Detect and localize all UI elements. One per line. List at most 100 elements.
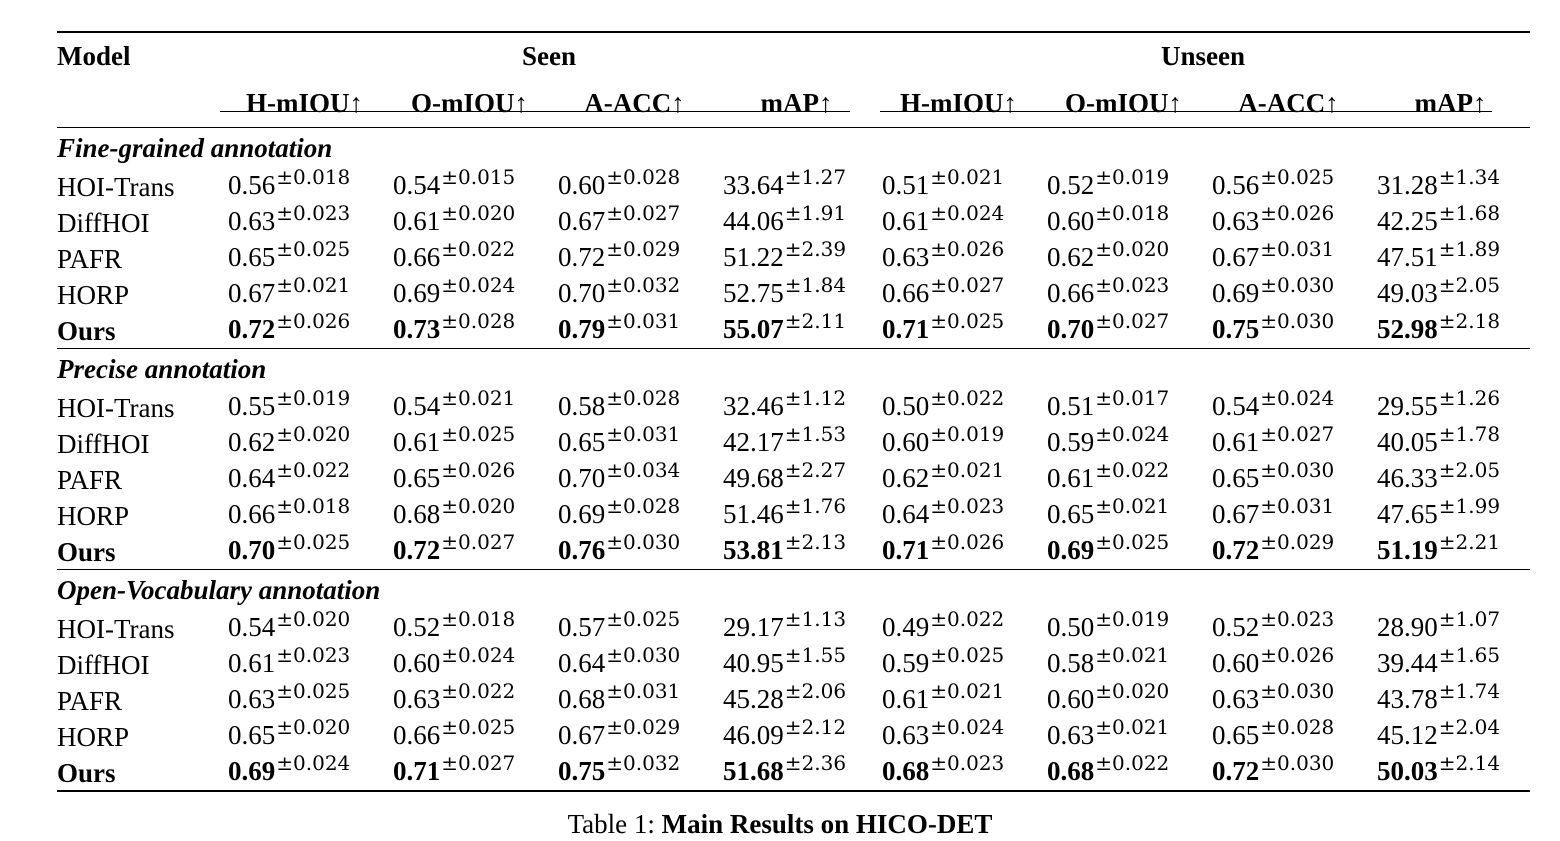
table-row: PAFR 0.64±0.022 0.65±0.026 0.70±0.034 49.68±… [57, 458, 1530, 497]
metric-std: ±0.031 [1260, 237, 1335, 261]
metric-value: 29.55 [1377, 391, 1438, 421]
metric-std: ±0.025 [276, 237, 351, 261]
metric-std: ±0.025 [930, 309, 1005, 333]
metric-cell: 51.46±1.76 [717, 494, 876, 533]
model-name: PAFR [57, 686, 123, 716]
metric-cell: 0.64±0.030 [552, 643, 717, 682]
metric-value: 0.67 [558, 720, 606, 750]
metric-value: 0.62 [1047, 242, 1095, 272]
metric-cell: 0.67±0.029 [552, 715, 717, 754]
metric-value: 0.63 [228, 684, 276, 714]
metric-cell: 0.49±0.022 [876, 607, 1041, 646]
metric-std: ±0.018 [276, 165, 351, 189]
metric-std: ±2.36 [784, 751, 847, 775]
metric-value: 0.61 [1047, 463, 1095, 493]
metric-value: 42.25 [1377, 206, 1438, 236]
metric-value: 0.68 [882, 756, 930, 786]
metric-cell: 0.50±0.019 [1041, 607, 1206, 646]
metric-cell: 0.66±0.023 [1041, 273, 1206, 312]
metric-value: 0.66 [1047, 278, 1095, 308]
metric-value: 55.07 [723, 314, 784, 344]
metric-value: 0.65 [228, 242, 276, 272]
model-name: Ours [57, 754, 222, 792]
metric-value: 0.57 [558, 612, 606, 642]
section-header-row: Precise annotation [57, 348, 1531, 389]
metric-value: 0.67 [1212, 499, 1260, 529]
metric-value: 0.65 [558, 427, 606, 457]
metric-value: 0.68 [1047, 756, 1095, 786]
metric-std: ±0.019 [1095, 607, 1170, 631]
metric-std: ±0.024 [1095, 422, 1170, 446]
metric-std: ±0.027 [606, 201, 681, 225]
metric-std: ±0.025 [276, 530, 351, 554]
section-header-row: Open-Vocabulary annotation [57, 569, 1531, 610]
metric-cell: 0.67±0.027 [552, 201, 717, 240]
table-row: HORP 0.66±0.018 0.68±0.020 0.69±0.028 51.46±… [57, 494, 1530, 533]
metric-value: 0.60 [882, 427, 930, 457]
table-row: Ours 0.72±0.026 0.73±0.028 0.79±0.031 55.07±… [57, 309, 1530, 349]
metric-header-row: H-mIOU↑ O-mIOU↑ A-ACC↑ mAP↑ H-mIOU↑ O-mIOU↑ A-… [57, 79, 1531, 128]
metric-cell: 49.68±2.27 [717, 458, 876, 497]
metric-std: ±0.026 [276, 309, 351, 333]
metric-cell: 47.65±1.99 [1371, 494, 1530, 533]
metric-std: ±0.023 [930, 751, 1005, 775]
metric-cell: 0.63±0.022 [387, 679, 552, 718]
metric-cell: 0.66±0.018 [222, 494, 387, 533]
metric-cell: 39.44±1.65 [1371, 643, 1530, 682]
metric-cell: 0.67±0.031 [1206, 494, 1371, 533]
metric-value: 46.33 [1377, 463, 1438, 493]
metric-cell: 0.54±0.015 [387, 165, 552, 204]
metric-cell: 0.70±0.027 [1041, 309, 1206, 349]
metric-value: 0.65 [1212, 463, 1260, 493]
metric-value: 0.54 [228, 612, 276, 642]
metric-cell: 0.72±0.029 [1206, 530, 1371, 570]
header-unseen-metric-0: H-mIOU↑ [876, 79, 1041, 128]
metric-cell: 0.69±0.024 [222, 751, 387, 792]
metric-std: ±0.031 [606, 679, 681, 703]
metric-std: ±1.68 [1438, 201, 1501, 225]
metric-std: ±1.65 [1438, 643, 1501, 667]
metric-std: ±0.026 [1260, 643, 1335, 667]
metric-std: ±0.028 [1260, 715, 1335, 739]
metric-cell: 0.66±0.025 [387, 715, 552, 754]
metric-std: ±1.76 [784, 494, 847, 518]
metric-std: ±0.027 [441, 530, 516, 554]
metric-cell: 0.65±0.031 [552, 422, 717, 461]
metric-value: 51.68 [723, 756, 784, 786]
metric-cell: 0.58±0.028 [552, 386, 717, 425]
metric-cell: 0.54±0.021 [387, 386, 552, 425]
metric-cell: 29.55±1.26 [1371, 386, 1530, 425]
metric-value: 0.76 [558, 535, 606, 565]
metric-value: 0.63 [882, 720, 930, 750]
metric-value: 0.66 [228, 499, 276, 529]
metric-cell: 40.05±1.78 [1371, 422, 1530, 461]
metric-cell: 0.75±0.030 [1206, 309, 1371, 349]
metric-std: ±0.023 [930, 494, 1005, 518]
metric-value: 0.69 [1212, 278, 1260, 308]
metric-value: 0.56 [1212, 170, 1260, 200]
table-row: HORP 0.65±0.020 0.66±0.025 0.67±0.029 46.09±… [57, 715, 1530, 754]
metric-value: 49.03 [1377, 278, 1438, 308]
metric-value: 0.50 [1047, 612, 1095, 642]
metric-std: ±0.021 [930, 679, 1005, 703]
metric-cell: 0.61±0.022 [1041, 458, 1206, 497]
metric-cell: 0.72±0.026 [222, 309, 387, 349]
metric-value: 0.59 [1047, 427, 1095, 457]
metric-std: ±0.021 [441, 386, 516, 410]
model-name: PAFR [57, 244, 123, 274]
metric-value: 0.54 [393, 391, 441, 421]
metric-std: ±0.022 [1095, 458, 1170, 482]
metric-std: ±0.019 [276, 386, 351, 410]
metric-cell: 0.62±0.020 [222, 422, 387, 461]
metric-cell: 0.63±0.030 [1206, 679, 1371, 718]
metric-value: 0.59 [882, 648, 930, 678]
metric-std: ±0.024 [441, 273, 516, 297]
metric-cell: 0.70±0.034 [552, 458, 717, 497]
metric-std: ±0.027 [1095, 309, 1170, 333]
metric-value: 0.72 [1212, 756, 1260, 786]
metric-std: ±0.031 [606, 422, 681, 446]
model-name: HOI-Trans [57, 172, 175, 202]
metric-std: ±1.89 [1438, 237, 1501, 261]
model-name: Ours [57, 537, 116, 567]
table-row: PAFR 0.63±0.025 0.63±0.022 0.68±0.031 45.28±… [57, 679, 1530, 718]
